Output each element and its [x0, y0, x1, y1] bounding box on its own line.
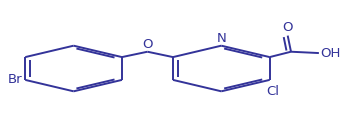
Text: N: N: [216, 32, 226, 45]
Text: Br: Br: [7, 73, 22, 86]
Text: O: O: [142, 38, 153, 51]
Text: Cl: Cl: [266, 85, 279, 98]
Text: OH: OH: [321, 47, 341, 60]
Text: O: O: [282, 21, 293, 34]
